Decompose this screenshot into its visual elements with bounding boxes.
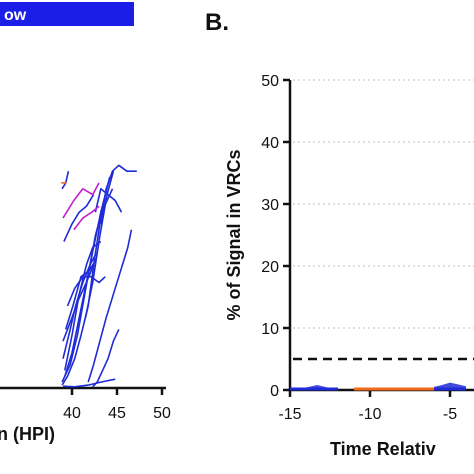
panel-a-series-line xyxy=(94,188,123,213)
panel-a-series-line xyxy=(64,176,111,377)
panel-a-series-line xyxy=(62,378,116,388)
panel-a-series-line xyxy=(62,264,95,342)
panel-a-x-tick-label: 45 xyxy=(108,405,126,422)
panel-b-y-axis-label: % of Signal in VRCs xyxy=(224,149,244,320)
panel-a-series-group xyxy=(61,164,137,388)
panel-b-x-tick-label: -15 xyxy=(278,406,301,423)
panel-a-series-line xyxy=(92,329,120,388)
panel-a-series-line xyxy=(100,164,137,225)
panel-b-x-tick-label: -10 xyxy=(358,406,381,423)
panel-a-series-line xyxy=(87,229,133,383)
panel-a-x-tick-label: 50 xyxy=(153,405,171,422)
panel-b-y-tick-label: 10 xyxy=(261,321,279,338)
panel-b-title: B. xyxy=(205,9,229,36)
panel-a-series-line xyxy=(73,205,100,231)
panel-a-x-tick-label: 40 xyxy=(63,405,81,422)
panel-b-y-tick-label: 30 xyxy=(261,197,279,214)
panel-a-series-line xyxy=(84,170,115,318)
panel-a-series-line xyxy=(61,188,114,386)
panel-b: B. 0 10 20 30 40 50 -15 -10 -5 % of Signal in V… xyxy=(205,9,474,459)
panel-b-y-tick-label: 20 xyxy=(261,259,279,276)
panel-a: 40 45 50 n (HPI) xyxy=(0,164,171,444)
panel-a-x-axis-label: n (HPI) xyxy=(0,424,55,444)
panel-a-series-line xyxy=(63,194,95,242)
legend-label: ow xyxy=(4,7,27,24)
panel-a-series-line xyxy=(64,258,97,330)
panel-b-x-tick-label: -5 xyxy=(443,406,457,423)
panel-b-x-ticks: -15 -10 -5 xyxy=(278,390,457,423)
panel-b-grid xyxy=(293,79,474,329)
legend-bar xyxy=(0,2,134,26)
panel-b-y-tick-label: 0 xyxy=(270,383,279,400)
panel-b-series-group xyxy=(290,382,466,391)
panel-b-y-ticks: 0 10 20 30 40 50 xyxy=(261,73,290,400)
panel-b-y-tick-label: 50 xyxy=(261,73,279,90)
panel-b-y-tick-label: 40 xyxy=(261,135,279,152)
panel-a-x-ticks: 40 45 50 xyxy=(63,388,171,422)
panel-a-series-line xyxy=(62,182,100,219)
panel-b-x-axis-label: Time Relativ xyxy=(330,439,436,459)
panel-a-series-line xyxy=(61,171,70,190)
